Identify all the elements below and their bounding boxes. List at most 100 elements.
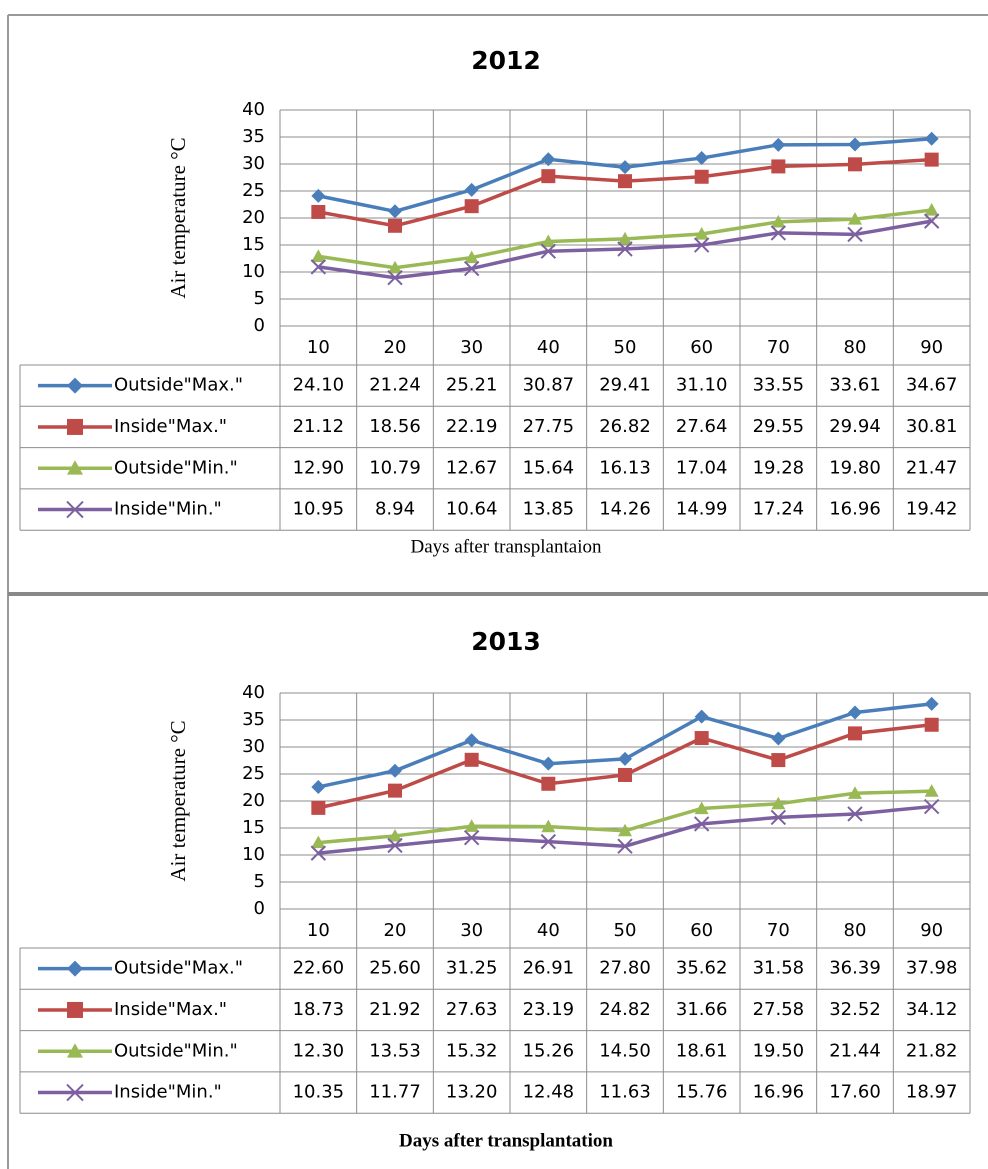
marker [618, 751, 632, 766]
marker [694, 151, 709, 166]
legend-label: Outside"Max." [114, 958, 243, 979]
table-cell: 34.12 [906, 999, 958, 1020]
marker [924, 203, 939, 216]
table-cell: 12.48 [523, 1082, 575, 1103]
y-tick-label: 35 [242, 709, 265, 730]
table-cell: 34.67 [906, 375, 958, 396]
table-cell: 21.12 [293, 416, 345, 437]
table-cell: 19.80 [829, 457, 881, 478]
y-tick-label: 35 [242, 126, 265, 147]
table-cell: 31.58 [753, 958, 805, 979]
table-cell: 18.56 [369, 416, 421, 437]
x-tick-label: 10 [307, 920, 330, 941]
legend-marker [67, 1043, 83, 1058]
marker [541, 819, 556, 833]
table-cell: 14.50 [599, 1040, 651, 1061]
marker [464, 250, 479, 264]
table-cell: 13.53 [369, 1040, 421, 1061]
table-cell: 31.66 [676, 999, 728, 1020]
table-cell: 24.10 [293, 375, 345, 396]
table-cell: 37.98 [906, 958, 958, 979]
marker [387, 837, 403, 854]
table-cell: 22.19 [446, 416, 498, 437]
marker [311, 835, 326, 849]
marker [463, 830, 480, 846]
x-tick-label: 70 [767, 920, 790, 941]
marker [770, 809, 787, 826]
marker [848, 726, 862, 741]
x-tick-label: 20 [384, 337, 407, 358]
table-cell: 19.28 [753, 457, 805, 478]
marker [771, 214, 786, 228]
marker [694, 169, 709, 184]
marker [618, 767, 632, 782]
table-cell: 21.82 [906, 1040, 958, 1061]
marker [388, 763, 402, 778]
marker [541, 152, 556, 167]
x-tick-label: 90 [920, 920, 943, 941]
marker [924, 152, 939, 167]
table-cell: 12.67 [446, 457, 498, 478]
x-tick-label: 80 [844, 337, 867, 358]
table-cell: 26.82 [599, 416, 651, 437]
table-cell: 14.26 [599, 499, 651, 520]
marker [617, 838, 633, 854]
marker [464, 733, 479, 748]
marker [617, 241, 633, 257]
x-tick-label: 80 [844, 920, 867, 941]
y-tick-label: 25 [242, 763, 265, 784]
table-cell: 10.64 [446, 499, 498, 520]
table-cell: 16.13 [599, 457, 651, 478]
marker [848, 705, 862, 720]
table-cell: 15.64 [523, 457, 575, 478]
y-tick-label: 20 [242, 790, 265, 811]
table-cell: 35.62 [676, 958, 728, 979]
y-tick-label: 10 [242, 261, 265, 282]
marker [923, 213, 940, 229]
table-cell: 24.82 [599, 999, 651, 1020]
x-tick-label: 30 [460, 920, 483, 941]
marker [694, 709, 709, 724]
table-cell: 32.52 [829, 999, 881, 1020]
y-tick-label: 40 [242, 682, 265, 703]
table-cell: 23.19 [523, 999, 575, 1020]
y-tick-label: 40 [242, 99, 265, 120]
table-cell: 15.32 [446, 1040, 498, 1061]
table-cell: 30.81 [906, 416, 958, 437]
y-tick-label: 20 [242, 207, 265, 228]
x-tick-label: 90 [920, 337, 943, 358]
legend-label: Outside"Min." [114, 457, 238, 478]
table-cell: 15.26 [523, 1040, 575, 1061]
table-cell: 25.60 [369, 958, 421, 979]
table-cell: 29.94 [829, 416, 881, 437]
x-tick-label: 40 [537, 920, 560, 941]
table-cell: 17.04 [676, 457, 728, 478]
marker [310, 259, 327, 275]
table-cell: 33.55 [753, 375, 805, 396]
y-tick-label: 30 [242, 153, 265, 174]
marker [388, 204, 402, 219]
marker [694, 801, 709, 815]
marker [924, 717, 939, 732]
marker [311, 779, 326, 794]
x-tick-label: 30 [460, 337, 483, 358]
marker [311, 249, 326, 262]
marker [847, 806, 863, 822]
x-axis-label: Days after transplantation [399, 1130, 613, 1151]
table-cell: 21.47 [906, 457, 958, 478]
x-axis-label: Days after transplantaion [411, 536, 602, 557]
x-tick-label: 60 [690, 920, 713, 941]
table-cell: 21.24 [369, 375, 421, 396]
marker [771, 159, 786, 174]
legend-marker [67, 960, 83, 977]
marker [464, 182, 479, 197]
marker [618, 823, 632, 837]
table-cell: 33.61 [829, 375, 881, 396]
table-cell: 21.44 [829, 1040, 881, 1061]
marker [540, 833, 557, 850]
marker [311, 188, 326, 203]
marker [618, 231, 632, 245]
x-tick-label: 20 [384, 920, 407, 941]
marker [311, 800, 326, 815]
marker [541, 776, 556, 791]
